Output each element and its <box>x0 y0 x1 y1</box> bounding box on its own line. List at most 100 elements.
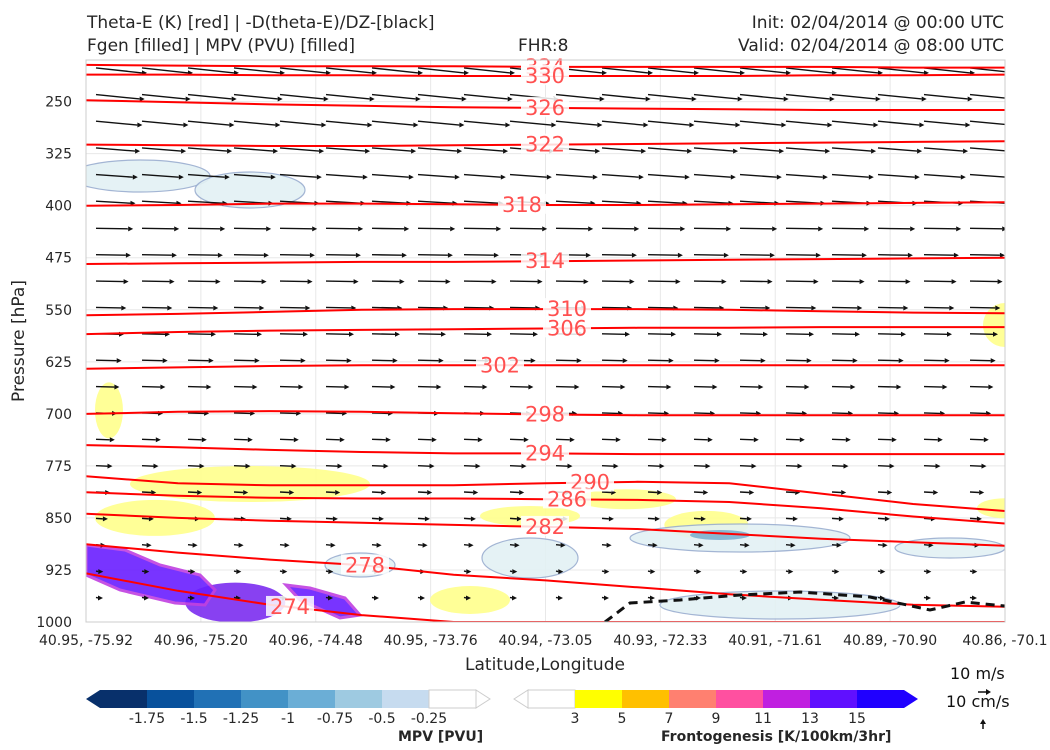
wind-vector <box>187 490 203 496</box>
wind-vector <box>371 67 423 76</box>
colorbar-extend <box>513 689 529 709</box>
wind-vector <box>233 305 265 311</box>
wind-vector <box>831 490 847 496</box>
wind-vector <box>555 542 566 548</box>
wind-vector <box>417 226 456 232</box>
wind-vector <box>141 358 168 364</box>
y-tick-label: 625 <box>45 355 72 371</box>
wind-vector <box>463 147 509 154</box>
wind-vector <box>785 147 831 154</box>
wind-vector <box>647 279 681 285</box>
wind-vector <box>141 437 161 443</box>
wind-vector <box>647 226 686 232</box>
wind-vector <box>371 463 389 469</box>
fgen-colorbar-tick: 15 <box>848 711 866 727</box>
wind-vector <box>877 120 925 128</box>
wind-vector <box>463 67 515 76</box>
wind-vector <box>785 226 824 232</box>
wind-vector <box>509 384 534 390</box>
theta-e-labels: 3343303263223183143103063022982942902862… <box>266 55 614 619</box>
wind-vector <box>693 358 720 364</box>
wind-vector <box>95 384 120 390</box>
wind-vector <box>969 279 1003 285</box>
fgen-colorbar-swatch <box>810 690 857 708</box>
wind-vector <box>279 437 299 443</box>
wind-vector <box>279 331 308 337</box>
wind-vector <box>969 252 1005 258</box>
wind-vector <box>693 490 709 496</box>
wind-vector <box>233 226 272 232</box>
wind-vector <box>95 569 104 575</box>
wind-vector <box>141 173 184 180</box>
wind-vector <box>325 542 336 548</box>
wind-vector <box>509 226 548 232</box>
y-tick-label: 925 <box>45 563 72 579</box>
wind-vector <box>647 93 697 102</box>
wind-vector <box>601 147 647 154</box>
fgen-colorbar-tick: 3 <box>571 711 580 727</box>
theta-e-contour-label: 274 <box>270 595 310 619</box>
wind-vector <box>785 279 819 285</box>
wind-vector <box>509 120 557 128</box>
wind-vector <box>785 67 837 76</box>
wind-vector <box>739 358 766 364</box>
wind-vector <box>877 569 886 575</box>
wind-vector <box>325 279 359 285</box>
y-tick-label: 850 <box>45 511 72 527</box>
wind-vector <box>877 437 897 443</box>
wind-vector <box>647 516 660 522</box>
wind-vector <box>325 147 371 154</box>
theta-e-contour-label: 286 <box>547 487 587 511</box>
wind-vector <box>509 490 525 496</box>
wind-vector <box>279 358 306 364</box>
wind-vector <box>463 569 472 575</box>
wind-vector <box>647 569 656 575</box>
wind-vector <box>233 331 262 337</box>
wind-vector <box>969 569 978 575</box>
wind-vector <box>371 120 419 128</box>
wind-vector <box>371 173 414 180</box>
wind-vector <box>647 67 699 76</box>
wind-vector <box>279 463 297 469</box>
mpv-colorbar-swatch <box>100 690 147 708</box>
plot-frame <box>85 59 1006 623</box>
wind-vector <box>141 595 149 601</box>
wind-vector <box>187 331 216 337</box>
wind-vector <box>279 384 304 390</box>
wind-vector <box>785 516 798 522</box>
contour-label-bg <box>521 403 569 424</box>
wind-vector <box>187 542 198 548</box>
wind-vector <box>601 595 609 601</box>
colorbar-extend <box>904 690 918 708</box>
x-tick-label: 40.95, -73.76 <box>384 633 478 649</box>
theta-e-contour-label: 282 <box>525 515 565 539</box>
theta-e-contour-label: 298 <box>525 403 565 427</box>
mpv-colorbar-tick: -0.75 <box>317 711 353 727</box>
wind-vector <box>417 516 430 522</box>
wind-vector <box>141 252 177 258</box>
wind-vector <box>417 147 463 154</box>
wind-vector <box>923 490 939 496</box>
wind-vector <box>555 569 564 575</box>
wind-vector <box>831 516 844 522</box>
wind-vector <box>693 516 706 522</box>
wind-vector <box>739 93 789 102</box>
wind-vector <box>141 147 187 154</box>
wind-vector <box>233 252 269 258</box>
wind-vector <box>187 569 196 575</box>
mpv-area <box>659 590 901 620</box>
theta-e-contour-label: 310 <box>547 297 587 321</box>
wind-vector <box>95 252 131 258</box>
wind-vector <box>417 358 444 364</box>
x-tick-label: 40.94, -73.05 <box>498 633 592 649</box>
wind-vector <box>601 120 649 128</box>
wind-vector <box>647 437 667 443</box>
mpv-colorbar-title: MPV [PVU] <box>398 729 484 745</box>
wind-vector <box>877 358 904 364</box>
wind-vector <box>739 384 764 390</box>
vector-ref-cms: 10 cm/s <box>946 692 1010 711</box>
wind-vectors <box>95 67 1005 601</box>
wind-vector <box>739 226 778 232</box>
wind-vector <box>923 542 934 548</box>
contour-label-bg <box>521 442 569 463</box>
